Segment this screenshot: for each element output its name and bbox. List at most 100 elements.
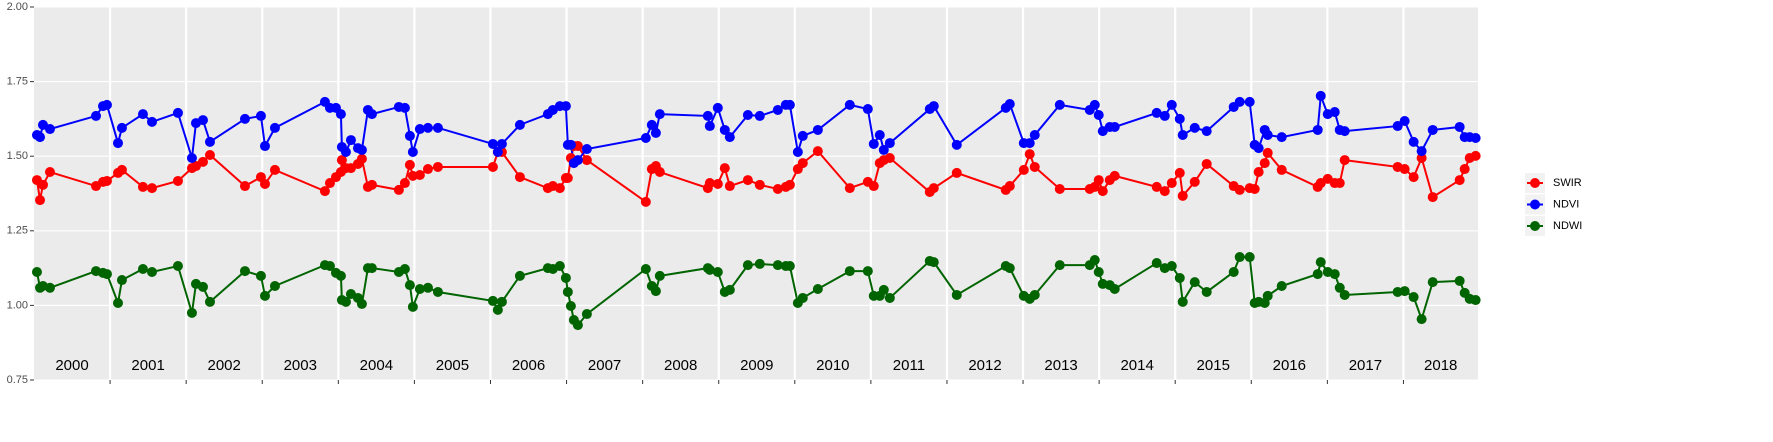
data-point: [1054, 99, 1065, 110]
data-point: [1399, 115, 1410, 126]
data-point: [704, 264, 715, 275]
legend-marker: [1530, 178, 1540, 188]
data-point: [704, 121, 715, 132]
data-point: [862, 104, 873, 115]
data-point: [414, 124, 425, 135]
data-point: [1151, 181, 1162, 192]
data-point: [1151, 258, 1162, 269]
y-tick-label: 1.75: [7, 76, 28, 88]
data-point: [422, 282, 433, 293]
data-point: [44, 282, 55, 293]
y-tick-label: 0.75: [7, 374, 28, 386]
data-point: [1189, 176, 1200, 187]
data-point: [1189, 277, 1200, 288]
data-point: [35, 195, 46, 206]
data-point: [640, 196, 651, 207]
data-point: [1459, 164, 1470, 175]
data-point: [1004, 98, 1015, 109]
legend-label: NDWI: [1553, 220, 1582, 232]
data-point: [1177, 190, 1188, 201]
data-point: [1276, 281, 1287, 292]
data-point: [514, 119, 525, 130]
data-point: [366, 109, 377, 120]
data-point: [1315, 90, 1326, 101]
data-point: [1004, 181, 1015, 192]
data-point: [1334, 178, 1345, 189]
data-point: [754, 110, 765, 121]
data-point: [1312, 124, 1323, 135]
legend-label: NDVI: [1553, 198, 1579, 210]
data-point: [197, 281, 208, 292]
data-point: [432, 122, 443, 133]
data-point: [562, 286, 573, 297]
data-point: [724, 284, 735, 295]
data-point: [1174, 113, 1185, 124]
data-point: [91, 110, 102, 121]
data-point: [1339, 155, 1350, 166]
data-point: [1189, 122, 1200, 133]
data-point: [1109, 283, 1120, 294]
data-point: [554, 183, 565, 194]
data-point: [414, 169, 425, 180]
data-point: [1253, 167, 1264, 178]
data-point: [1004, 263, 1015, 274]
year-label: 2010: [816, 357, 849, 374]
data-point: [1470, 150, 1481, 161]
data-point: [432, 286, 443, 297]
data-point: [1093, 266, 1104, 277]
data-point: [1416, 152, 1427, 163]
legend-marker: [1530, 221, 1540, 231]
data-point: [1024, 138, 1035, 149]
data-point: [1018, 164, 1029, 175]
data-point: [239, 113, 250, 124]
data-point: [1093, 110, 1104, 121]
data-point: [772, 184, 783, 195]
data-point: [928, 183, 939, 194]
data-point: [487, 161, 498, 172]
data-point: [654, 109, 665, 120]
data-point: [1109, 170, 1120, 181]
data-point: [844, 99, 855, 110]
year-label: 2012: [968, 357, 1001, 374]
y-tick-label: 1.00: [7, 299, 28, 311]
data-point: [1234, 252, 1245, 263]
data-point: [1276, 132, 1287, 143]
year-label: 2004: [360, 357, 393, 374]
data-point: [186, 152, 197, 163]
data-point: [928, 257, 939, 268]
data-point: [712, 178, 723, 189]
data-point: [878, 144, 889, 155]
data-point: [319, 186, 330, 197]
data-point: [44, 167, 55, 178]
data-point: [772, 260, 783, 271]
data-point: [1201, 126, 1212, 137]
data-point: [640, 263, 651, 274]
data-point: [784, 99, 795, 110]
y-tick-label: 1.50: [7, 150, 28, 162]
data-point: [862, 266, 873, 277]
data-point: [1029, 161, 1040, 172]
data-point: [565, 139, 576, 150]
data-point: [345, 135, 356, 146]
data-point: [1244, 252, 1255, 263]
data-point: [1427, 192, 1438, 203]
data-point: [1234, 184, 1245, 195]
data-point: [186, 307, 197, 318]
data-point: [422, 122, 433, 133]
data-point: [269, 164, 280, 175]
data-point: [724, 181, 735, 192]
data-point: [340, 147, 351, 158]
data-point: [772, 104, 783, 115]
data-point: [101, 99, 112, 110]
year-label: 2005: [436, 357, 469, 374]
data-point: [1228, 266, 1239, 277]
data-point: [1174, 167, 1185, 178]
data-point: [754, 258, 765, 269]
data-point: [1166, 261, 1177, 272]
data-point: [640, 132, 651, 143]
data-point: [1427, 277, 1438, 288]
data-point: [407, 147, 418, 158]
data-point: [1329, 269, 1340, 280]
data-point: [1159, 186, 1170, 197]
